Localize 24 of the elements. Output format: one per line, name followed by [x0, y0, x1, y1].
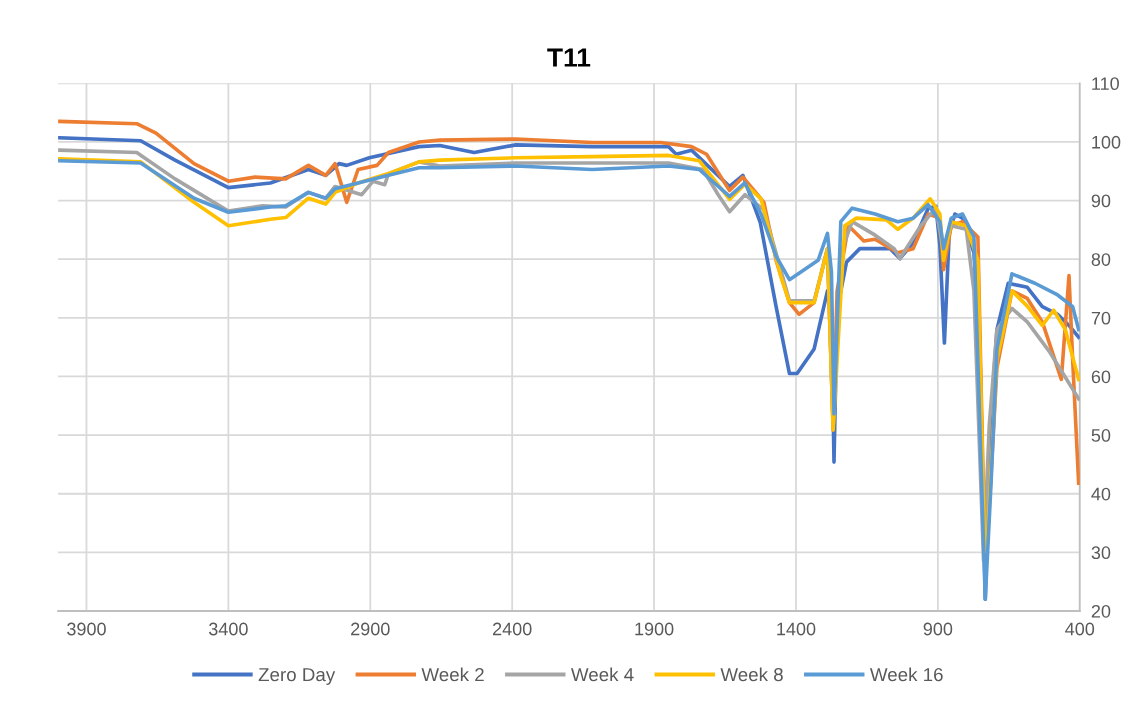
legend-label: Week 2: [421, 667, 484, 682]
legend-label: Week 16: [869, 667, 943, 682]
legend-label: Zero Day: [258, 668, 336, 685]
y-tick-label: 100: [1092, 135, 1121, 149]
x-tick-label: 1400: [777, 622, 816, 636]
y-tick-label: 40: [1091, 487, 1111, 501]
y-tick-label: 20: [1091, 604, 1111, 618]
x-tick-label: 400: [1065, 622, 1095, 636]
legend-label: Week 8: [720, 667, 783, 682]
x-tick-label: 2400: [493, 622, 532, 636]
x-tick-label: 1900: [635, 622, 674, 636]
legend-label: Week 4: [570, 667, 634, 682]
y-tick-label: 80: [1091, 253, 1111, 266]
y-tick-label: 90: [1091, 194, 1111, 208]
y-tick-label: 70: [1091, 311, 1111, 325]
y-tick-label: 50: [1091, 429, 1111, 442]
chart-title: T11: [547, 48, 591, 67]
y-tick-label: 30: [1091, 546, 1111, 560]
x-tick-label: 3900: [67, 622, 106, 636]
y-tick-label: 60: [1091, 370, 1111, 384]
y-tick-label: 110: [1092, 77, 1119, 91]
x-tick-label: 900: [923, 622, 953, 636]
x-tick-label: 2900: [351, 622, 390, 636]
x-tick-label: 3400: [208, 622, 248, 636]
